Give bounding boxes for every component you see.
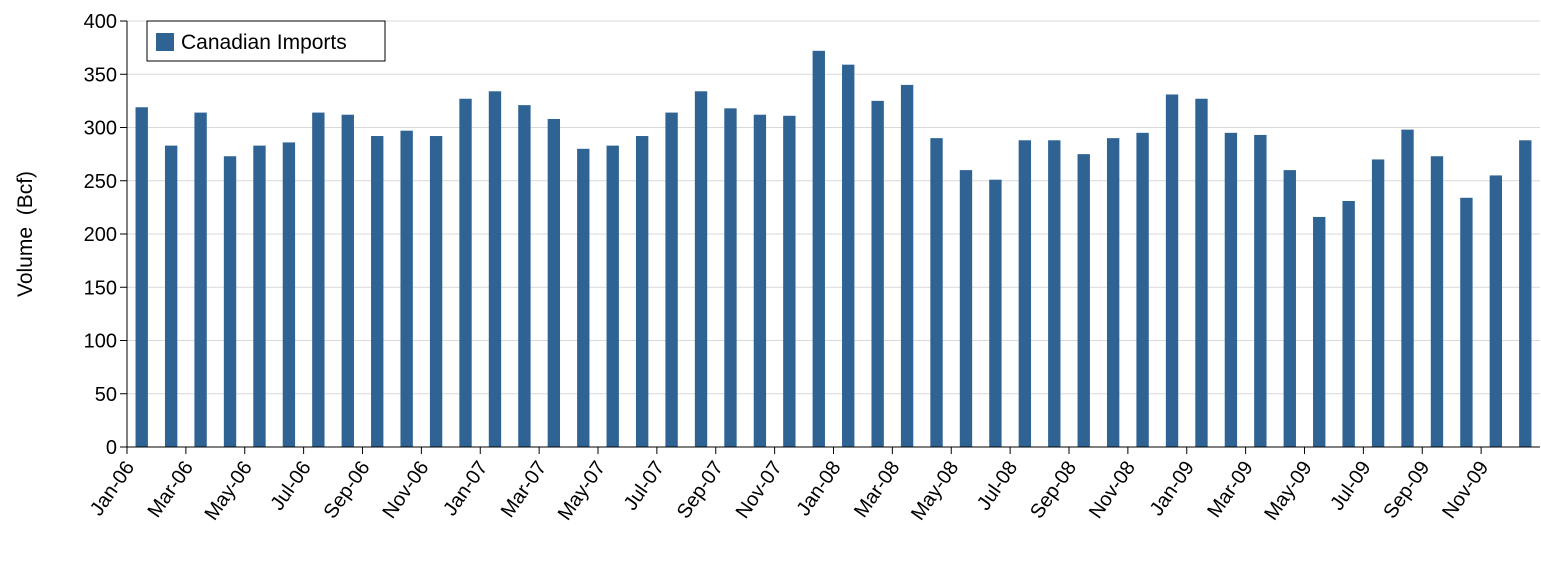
bar	[1489, 175, 1503, 448]
x-tick-label: Nov-09	[1438, 457, 1493, 522]
y-tick-label: 150	[84, 277, 117, 299]
y-tick-label: 50	[95, 384, 117, 406]
legend: Canadian Imports	[146, 20, 386, 62]
x-tick-label: May-07	[554, 457, 610, 524]
bar	[635, 136, 649, 447]
x-tick-label: Jul-06	[266, 457, 315, 514]
bar	[1224, 132, 1238, 447]
bar	[1283, 170, 1296, 447]
y-tick-label: 200	[84, 224, 117, 246]
y-tick-labels: 0 50 100 150 200 250 300 350 400	[84, 11, 117, 459]
x-tick-label: Nov-06	[378, 457, 433, 522]
bar	[930, 138, 943, 447]
bar	[488, 91, 502, 447]
bar	[606, 145, 619, 448]
bar	[194, 112, 207, 447]
x-tick-label: Sep-06	[320, 457, 375, 522]
bar	[1519, 140, 1532, 447]
bar	[1106, 138, 1120, 447]
bar	[753, 114, 767, 447]
x-tick-label: Mar-06	[144, 457, 198, 522]
bar	[429, 136, 443, 447]
x-tick-label: Sep-09	[1379, 457, 1434, 522]
bar	[164, 145, 178, 448]
legend-label: Canadian Imports	[181, 31, 347, 54]
bar	[1048, 140, 1061, 447]
x-tick-label: Jan-07	[439, 457, 492, 520]
bar	[989, 179, 1002, 447]
x-tick-labels: Jan-06 Mar-06 May-06 Jul-06 Sep-06 Nov-06 Jan-…	[86, 457, 1493, 524]
bar	[1371, 159, 1385, 447]
x-tick-label: Mar-08	[850, 457, 904, 522]
bar	[694, 91, 708, 447]
bar	[518, 105, 531, 447]
y-tick-label: 100	[84, 331, 117, 353]
bars	[135, 50, 1532, 448]
x-tick-label: Sep-08	[1026, 457, 1081, 522]
gridlines	[127, 20, 1540, 395]
x-tick-label: Jul-09	[1326, 457, 1375, 514]
y-tick-label: 0	[106, 437, 117, 459]
bar	[577, 148, 590, 448]
bar	[312, 112, 325, 447]
x-tick-label: Mar-07	[497, 457, 551, 522]
bar	[371, 136, 384, 447]
x-tick-label: Nov-08	[1085, 457, 1140, 522]
bar	[812, 50, 825, 447]
bar	[400, 130, 413, 447]
x-tick-label: Jan-06	[86, 457, 139, 520]
bar	[282, 142, 296, 447]
bar	[223, 156, 237, 447]
bar	[1401, 129, 1414, 447]
bar	[724, 108, 737, 447]
y-tick-label: 400	[84, 11, 117, 33]
bar	[959, 170, 973, 447]
x-tick-label: Jul-08	[973, 457, 1022, 514]
x-tick-label: Jan-08	[792, 457, 845, 520]
bar	[783, 115, 796, 447]
x-tick-label: Jul-07	[620, 457, 669, 514]
bar	[1313, 216, 1326, 447]
x-tick-label: May-08	[907, 457, 963, 524]
y-axis-title: Volume (Bcf)	[14, 171, 37, 297]
bar	[253, 145, 266, 448]
y-tick-label: 250	[84, 171, 117, 193]
legend-box	[146, 20, 386, 62]
bar	[547, 118, 561, 447]
y-tick-label: 300	[84, 118, 117, 140]
x-tick-label: May-09	[1260, 457, 1316, 524]
bar	[1342, 200, 1355, 447]
x-tick-label: Sep-07	[673, 457, 728, 522]
bar	[1254, 134, 1267, 447]
bar	[842, 64, 855, 447]
bar	[1165, 94, 1179, 448]
bar	[1460, 197, 1473, 447]
bar	[135, 107, 148, 447]
bar	[871, 100, 884, 447]
bar	[900, 84, 914, 448]
bar	[1195, 98, 1208, 448]
x-tick-label: Mar-09	[1203, 457, 1257, 522]
axes	[120, 20, 1540, 454]
bar	[1018, 140, 1032, 447]
y-tick-label: 350	[84, 64, 117, 86]
bar	[665, 112, 678, 447]
bar	[1077, 154, 1090, 447]
bar	[341, 114, 354, 447]
x-tick-label: May-06	[201, 457, 257, 524]
x-tick-label: Nov-07	[732, 457, 787, 522]
bar	[459, 98, 472, 448]
legend-swatch	[156, 33, 174, 51]
x-tick-label: Jan-09	[1146, 457, 1199, 520]
bar	[1136, 132, 1149, 447]
bar	[1430, 156, 1444, 447]
